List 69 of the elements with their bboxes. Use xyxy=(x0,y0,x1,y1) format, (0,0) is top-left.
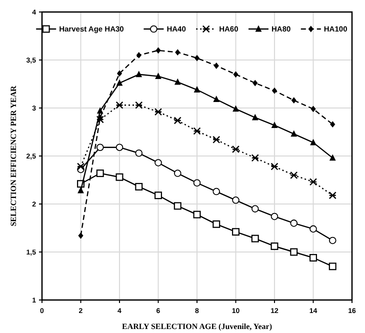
point xyxy=(136,70,142,78)
point xyxy=(116,173,124,181)
point xyxy=(328,236,336,244)
point xyxy=(76,162,85,170)
point xyxy=(212,136,220,144)
point xyxy=(136,52,142,58)
point xyxy=(135,149,143,157)
point xyxy=(194,54,200,62)
point xyxy=(232,105,239,112)
point xyxy=(96,144,104,152)
point xyxy=(116,144,124,152)
point xyxy=(252,80,258,86)
point xyxy=(232,145,240,154)
point xyxy=(310,254,317,262)
point xyxy=(310,106,316,112)
point xyxy=(156,47,161,54)
point xyxy=(193,210,201,218)
x-axis-title: EARLY SELECTION AGE (Juvenile, Year) xyxy=(122,322,272,331)
point xyxy=(251,154,259,162)
point xyxy=(272,88,278,94)
point xyxy=(214,62,219,69)
point xyxy=(194,86,200,92)
point xyxy=(233,71,238,78)
point xyxy=(290,130,298,137)
point xyxy=(212,188,220,196)
point xyxy=(154,159,162,166)
point xyxy=(290,248,298,256)
point xyxy=(212,220,220,228)
point xyxy=(290,220,298,227)
point xyxy=(232,228,240,236)
point xyxy=(155,72,162,80)
point xyxy=(154,108,162,116)
point xyxy=(251,205,259,212)
point xyxy=(174,116,182,124)
point xyxy=(270,212,278,220)
point xyxy=(290,171,298,179)
point xyxy=(193,179,201,187)
point xyxy=(96,107,104,114)
point xyxy=(135,101,143,109)
point xyxy=(116,101,124,109)
point xyxy=(330,121,336,128)
point xyxy=(329,154,336,161)
point xyxy=(270,242,278,250)
point xyxy=(252,114,258,120)
point xyxy=(310,138,316,146)
point xyxy=(310,225,317,233)
point xyxy=(154,192,162,200)
point xyxy=(174,78,181,85)
point xyxy=(78,232,84,239)
point xyxy=(96,116,104,124)
point xyxy=(328,192,336,200)
point xyxy=(251,234,259,242)
point xyxy=(271,122,278,128)
point xyxy=(291,97,296,104)
point xyxy=(213,96,220,102)
point xyxy=(232,196,240,204)
point xyxy=(328,262,336,270)
point xyxy=(98,114,103,121)
point xyxy=(309,178,318,186)
point xyxy=(270,162,278,170)
point xyxy=(193,127,201,135)
point xyxy=(96,170,104,178)
y-axis-title: SELECTION EFFICIENCY PER YEAR xyxy=(9,86,18,226)
point xyxy=(174,170,182,177)
point xyxy=(174,202,182,210)
point xyxy=(116,70,122,77)
point xyxy=(135,182,143,190)
point xyxy=(78,186,84,194)
point xyxy=(175,49,180,56)
